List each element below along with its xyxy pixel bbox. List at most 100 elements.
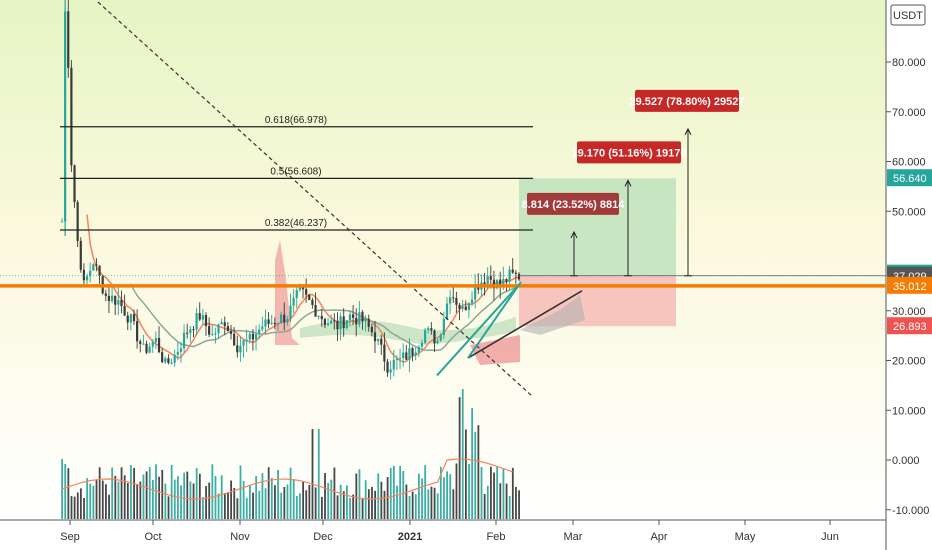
candle-body: [89, 270, 92, 277]
volume-bar: [430, 486, 433, 519]
volume-bar: [355, 473, 358, 519]
volume-bar: [167, 496, 170, 519]
volume-bar: [483, 494, 486, 519]
candle-body: [392, 359, 395, 370]
candle-body: [67, 11, 70, 68]
target-arrow-head: [624, 179, 632, 187]
candle-body: [492, 279, 496, 289]
y-tick-label: 20.000: [892, 356, 926, 368]
volume-bar: [133, 467, 135, 519]
volume-bar: [249, 485, 251, 519]
candle-body: [427, 328, 430, 331]
volume-bar: [217, 493, 220, 519]
drawing-overlays: 0.618(66.978) 0.5(56.608) 0.382(46.237) 8.8…: [0, 1, 932, 397]
candle-body: [120, 299, 123, 306]
volume-bar: [302, 482, 305, 519]
candle-body: [76, 202, 79, 242]
unit-label-box[interactable]: USDT: [890, 4, 926, 26]
volume-bar: [490, 466, 492, 519]
target-callout-box[interactable]: [577, 141, 681, 164]
volume-bar: [64, 464, 67, 519]
cloud-green: [300, 316, 516, 344]
volume-bar: [120, 467, 123, 519]
candle-body: [364, 318, 367, 322]
candle-body: [411, 348, 414, 356]
volume-bar: [336, 495, 339, 519]
candle-body: [445, 303, 449, 320]
volume-bar: [245, 497, 248, 519]
y-tick-label: 50.000: [892, 206, 926, 218]
volume-bar: [270, 478, 273, 519]
volume-bar: [515, 486, 517, 519]
profit-zone[interactable]: [519, 178, 676, 276]
unit-box: [890, 4, 926, 26]
volume-bar: [439, 466, 442, 519]
volume-bar: [130, 465, 132, 519]
price-tag-label: 26.893: [893, 321, 927, 333]
candle-body: [305, 289, 308, 295]
volume-ma-line: [61, 458, 513, 500]
y-tick-label: 10.000: [892, 405, 926, 417]
price-tag: [887, 276, 932, 294]
volume-bar: [405, 484, 408, 519]
volume-bar: [286, 484, 289, 519]
volume-bar: [508, 495, 511, 519]
candle-body: [239, 345, 242, 353]
target-callout-box[interactable]: [635, 89, 739, 112]
candle-body: [289, 305, 292, 320]
price-tag-label: 56.640: [893, 173, 927, 185]
volume-bar: [73, 496, 76, 519]
volume-bar: [101, 480, 104, 519]
candle-body: [60, 221, 64, 223]
x-tick-label: May: [735, 531, 756, 543]
volume-bar: [236, 498, 239, 519]
candle-body: [264, 319, 267, 327]
volume-bar: [418, 473, 420, 519]
candle-body: [402, 352, 405, 359]
volume-bar: [230, 480, 233, 519]
y-tick-label: 0.000: [892, 455, 920, 467]
target-arrow-head: [684, 127, 692, 136]
volume-bar: [374, 490, 376, 519]
volume-bar: [105, 484, 107, 519]
candle-body: [85, 276, 89, 281]
candle-body: [286, 319, 289, 323]
x-tick-label: 2021: [398, 531, 422, 543]
volume-bar: [402, 470, 405, 519]
target-callout-text: 19.170 (51.16%) 19170: [572, 147, 687, 159]
volume-bar: [320, 496, 323, 519]
volume-bar: [267, 467, 270, 519]
wedge-upper-line[interactable]: [467, 290, 583, 359]
wedge-inner-line[interactable]: [467, 281, 522, 359]
volume-bar: [242, 480, 245, 519]
candle-body: [377, 338, 380, 342]
cloud-red-forward: [470, 335, 520, 365]
candle-body: [499, 279, 502, 287]
candle-body: [198, 313, 201, 320]
x-tick-label: Apr: [650, 531, 667, 543]
candle-body: [145, 343, 148, 353]
loss-zone[interactable]: [519, 275, 676, 327]
volume-bar: [386, 477, 389, 519]
volume-bar: [158, 476, 161, 519]
target-callout-box[interactable]: [527, 192, 619, 215]
candle-body: [342, 316, 345, 329]
candle-body: [182, 332, 186, 349]
volume-bar: [346, 485, 348, 519]
volume-bar: [518, 490, 520, 519]
volume-bar: [299, 493, 301, 519]
candle-body: [514, 272, 517, 274]
volume-bar: [67, 468, 70, 519]
volume-bar: [145, 471, 148, 519]
volume-bar: [155, 464, 157, 519]
volume-bar: [261, 473, 264, 519]
volume-bar: [443, 477, 445, 519]
candle-body: [167, 358, 170, 363]
candle-body: [157, 338, 161, 353]
volume-bar: [458, 397, 461, 519]
candle-body: [449, 297, 452, 304]
candle-body: [104, 293, 107, 296]
volume-bar: [480, 467, 483, 519]
wedge-lower-line[interactable]: [436, 282, 521, 377]
